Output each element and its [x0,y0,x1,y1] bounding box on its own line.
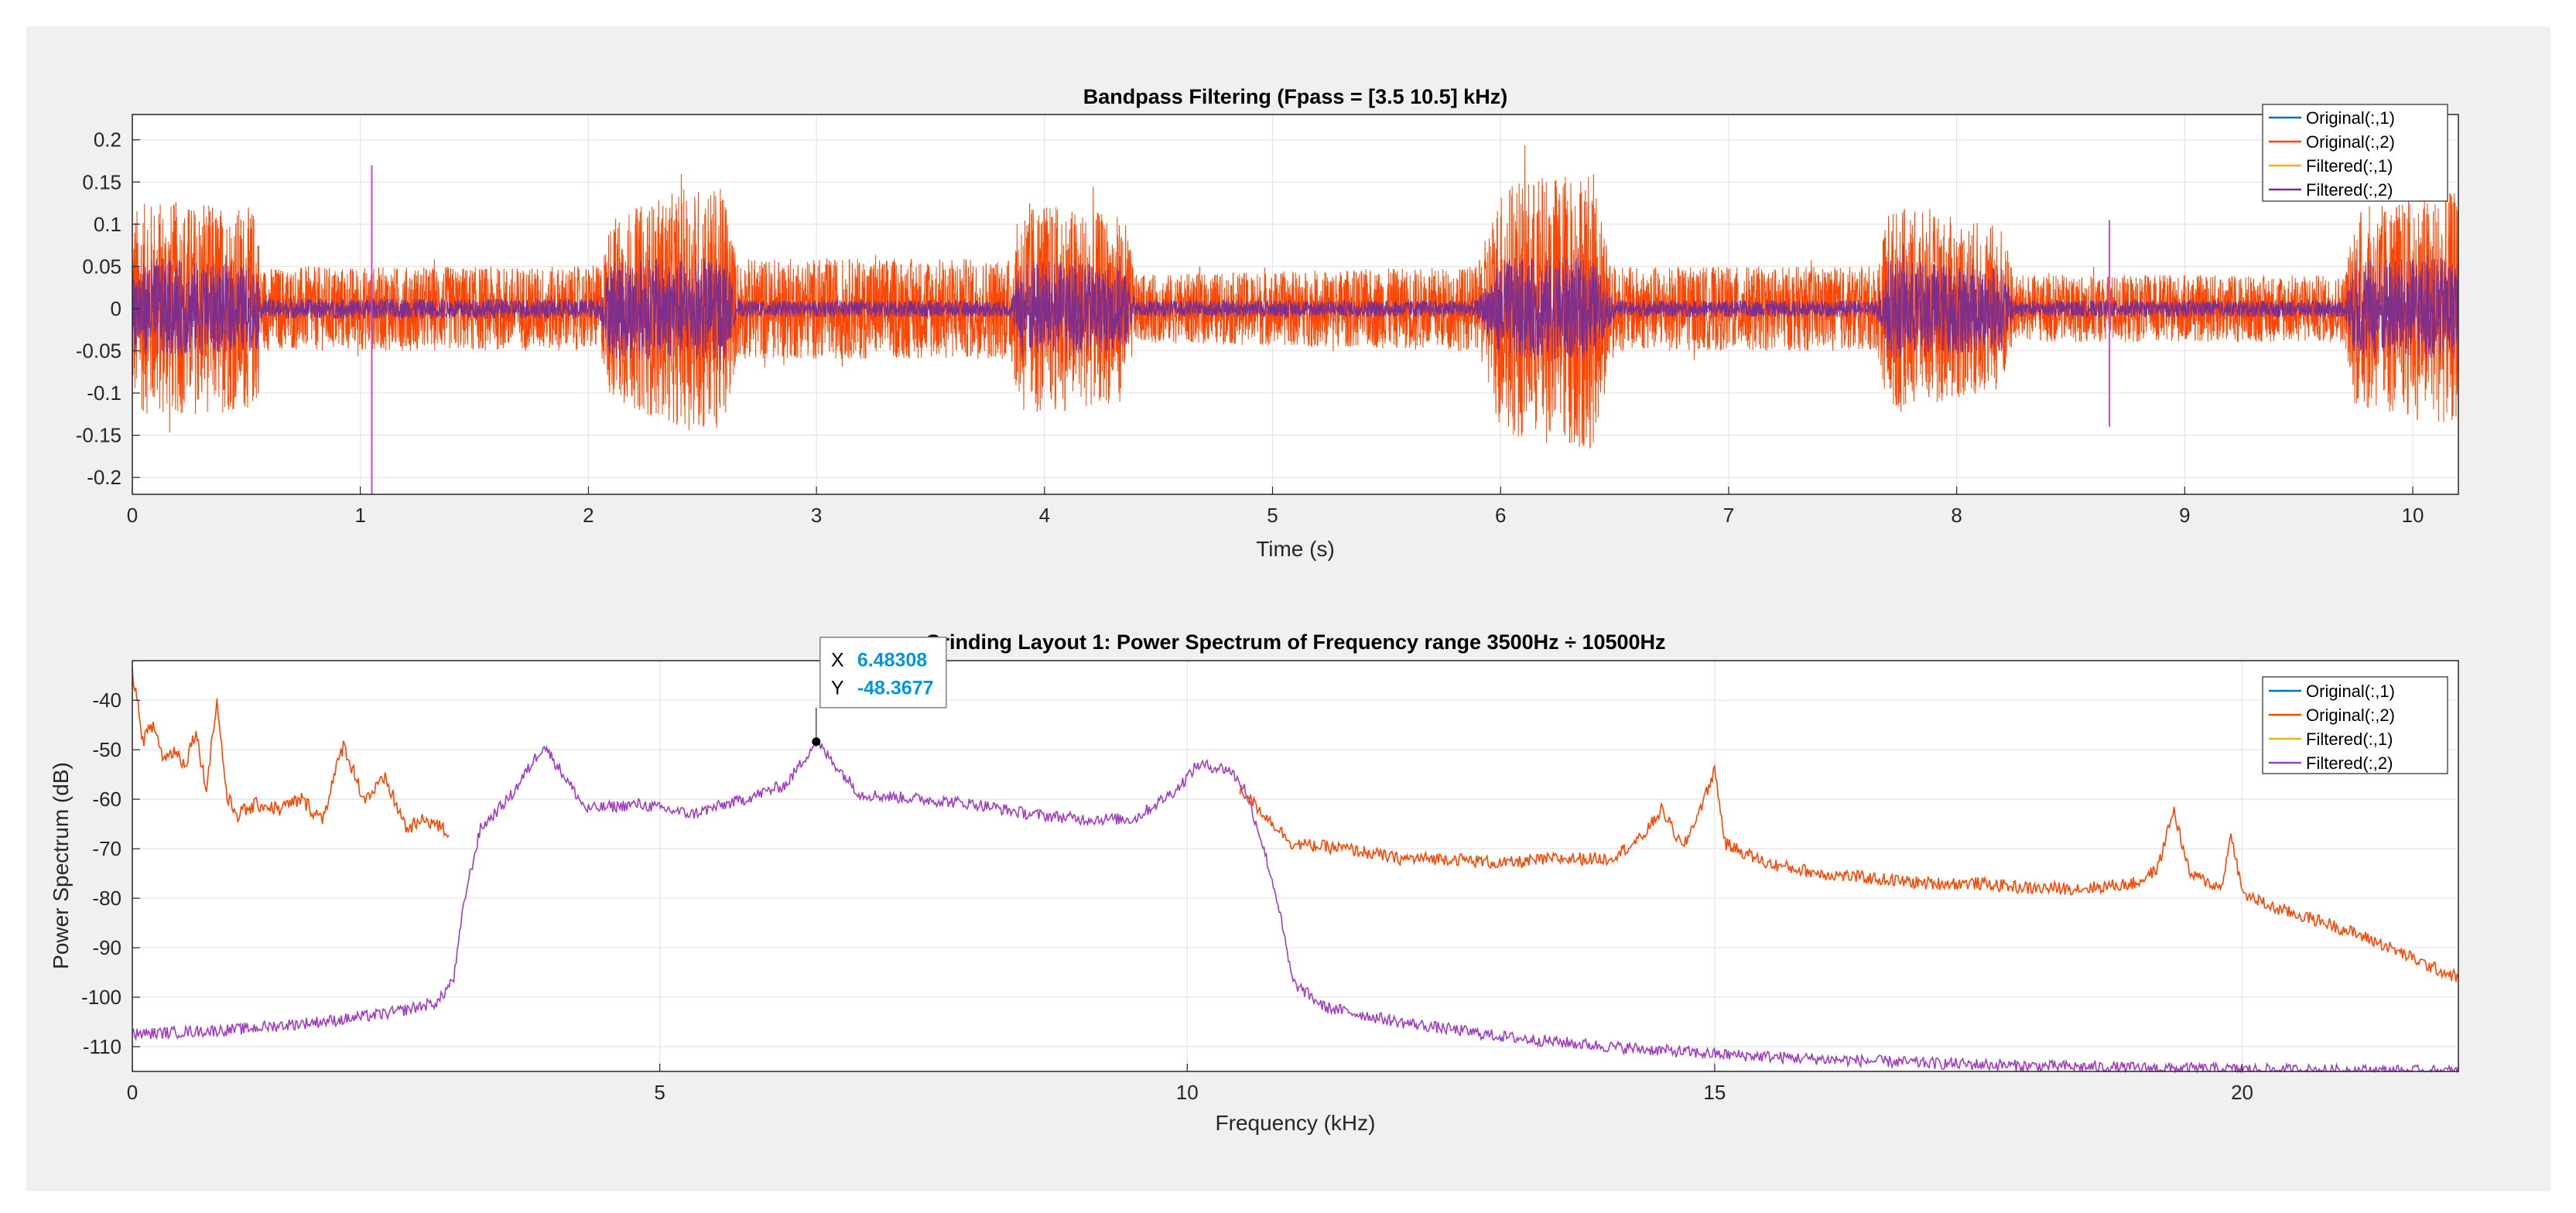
x-tick-label: 1 [354,504,365,527]
x-tick-label: 5 [654,1081,665,1104]
axes-power-spectrum[interactable]: 0 5 10 15 20 -110 -100 -90 -80 -70 -60 -50 -40 Grind… [49,630,2459,1135]
legend-label-original-2: Original(:,2) [2306,706,2395,725]
legend-box [2262,676,2448,774]
y-tick-label: 0.1 [94,213,121,236]
x-tick-label: 6 [1495,504,1506,527]
x-tick-label: 8 [1951,504,1962,527]
y-tick-label: 0.2 [94,128,121,152]
data-tip[interactable]: X 6.48308 Y -48.3677 [812,636,947,747]
y-tick-label: -70 [92,837,121,860]
plot-area-spectrum [132,661,2458,1071]
y-tick-label: -40 [92,689,121,712]
series-filtered-2-spectrum [132,739,2459,1075]
series-original-2-high-band [1239,764,2459,982]
legend-box [2262,104,2448,202]
y-tick-label: -0.1 [87,381,121,405]
y-tick-label: -110 [83,1035,121,1058]
legend-spectrum[interactable]: Original(:,1) Original(:,2) Filtered(:,1… [2262,676,2448,774]
x-axis-label-time: Time (s) [1256,537,1335,561]
legend-label-filtered-2: Filtered(:,2) [2306,180,2393,200]
x-tick-label: 4 [1039,504,1050,527]
figure-window: 0 1 2 3 4 5 6 7 8 9 10 -0.2 -0.15 -0.1 -0.05 0 0.05 0.1 0.… [26,26,2550,1191]
legend-label-filtered-2: Filtered(:,2) [2306,753,2393,773]
x-tick-label: 5 [1267,504,1278,527]
y-tick-label: -60 [92,788,121,811]
tick-labels-spectrum: 0 5 10 15 20 -110 -100 -90 -80 -70 -60 -50 -40 [81,689,2253,1104]
x-tick-label: 20 [2231,1081,2253,1104]
axes-time-domain[interactable]: 0 1 2 3 4 5 6 7 8 9 10 -0.2 -0.15 -0.1 -0.05 0 0.05 0.1 0.… [76,85,2459,561]
series-filtered-2-trace [132,247,2459,371]
y-tick-label: -100 [81,986,121,1009]
tick-labels-time: 0 1 2 3 4 5 6 7 8 9 10 -0.2 -0.15 -0.1 -0.05 0 0.05 0.1 0.… [76,128,2424,527]
y-tick-label: -90 [92,936,121,959]
legend-label-original-2: Original(:,2) [2306,132,2395,152]
x-tick-label: 15 [1703,1081,1726,1104]
y-tick-label: -0.05 [76,340,121,363]
x-tick-label: 0 [127,504,138,527]
y-tick-label: 0 [111,297,121,320]
x-tick-label: 9 [2179,504,2190,527]
axes-box-time [132,114,2459,495]
x-tick-label: 3 [811,504,822,527]
y-tick-label: 0.15 [82,170,121,193]
legend-label-filtered-1: Filtered(:,1) [2306,156,2393,176]
figure-canvas: 0 1 2 3 4 5 6 7 8 9 10 -0.2 -0.15 -0.1 -0.05 0 0.05 0.1 0.… [49,85,2459,1135]
y-tick-label: -80 [92,887,121,910]
data-tip-box [819,636,947,709]
legend-label-original-1: Original(:,1) [2306,108,2395,128]
chart-title-power-spectrum: Grinding Layout 1: Power Spectrum of Fre… [925,630,1665,654]
data-tip-y-label: Y [831,678,844,699]
series-original-2-low-band [132,668,450,839]
x-tick-label: 0 [127,1081,138,1104]
y-tick-label: -0.15 [76,424,121,447]
axes-box-spectrum [132,660,2459,1072]
x-tick-label: 7 [1723,504,1734,527]
data-tip-x-label: X [831,650,844,671]
x-tick-label: 10 [1176,1081,1199,1104]
y-tick-label: -0.2 [87,466,121,489]
data-tip-y-value: -48.3677 [857,678,934,699]
y-tick-label: 0.05 [82,255,121,278]
data-tip-marker [812,737,821,747]
legend-label-original-1: Original(:,1) [2306,682,2395,701]
y-axis-label-power: Power Spectrum (dB) [49,762,73,969]
x-tick-label: 2 [583,504,594,527]
x-tick-label: 10 [2402,504,2424,527]
data-tip-x-value: 6.48308 [857,650,927,671]
legend-time[interactable]: Original(:,1) Original(:,2) Filtered(:,1… [2262,104,2448,202]
spectrum-traces [132,668,2459,1075]
chart-title-bandpass: Bandpass Filtering (Fpass = [3.5 10.5] k… [1083,85,1507,108]
y-tick-label: -50 [92,738,121,761]
grid-lines-spectrum [132,661,2458,1071]
x-axis-label-frequency: Frequency (kHz) [1216,1111,1376,1135]
legend-label-filtered-1: Filtered(:,1) [2306,730,2393,749]
waveform-traces [132,145,2459,494]
